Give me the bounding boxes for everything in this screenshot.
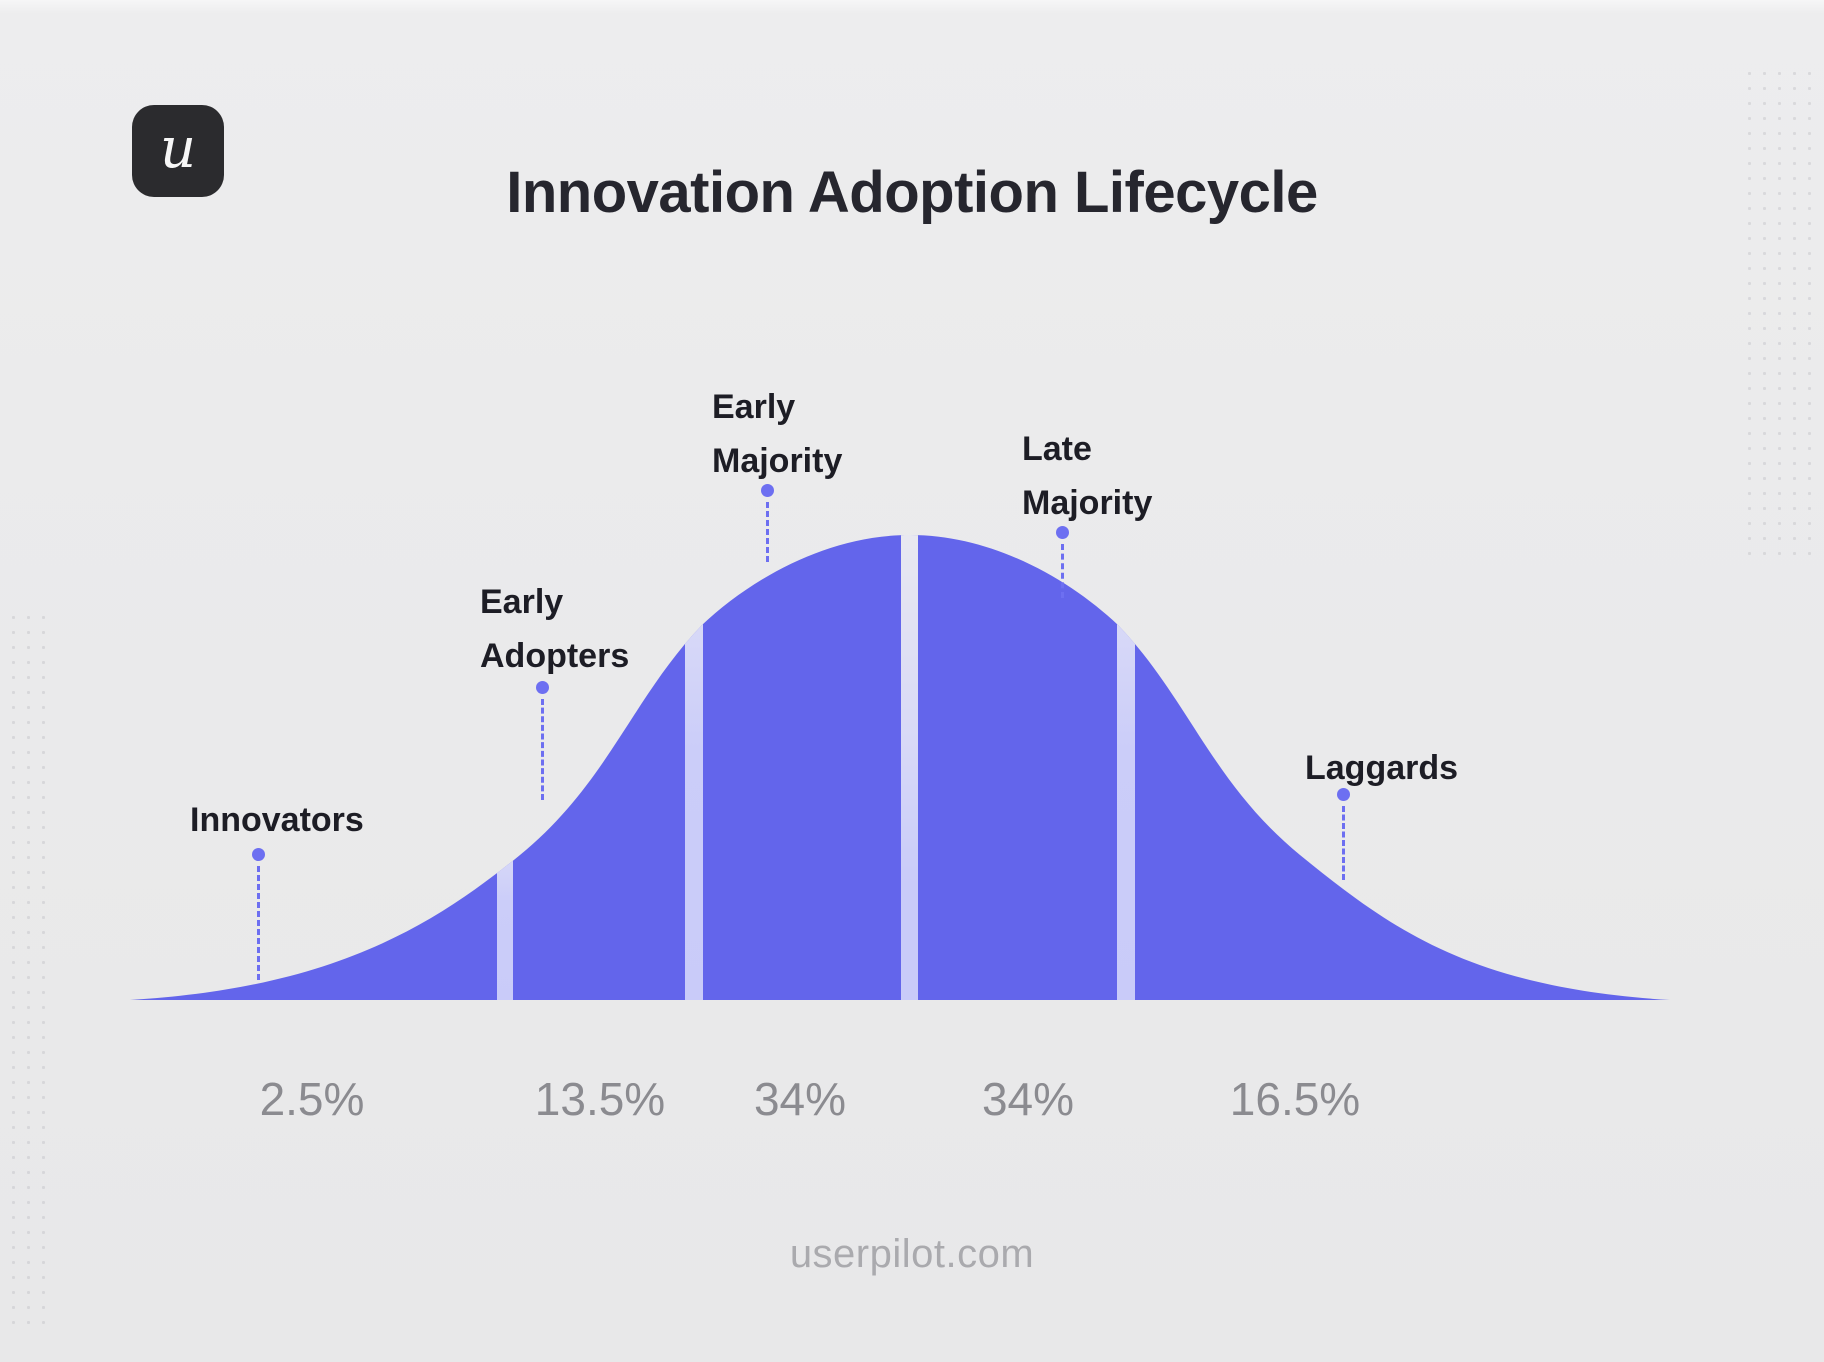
callout-dot-laggards [1337, 788, 1350, 801]
callout-dot-early-majority [761, 484, 774, 497]
dot-grid-decoration-right [1742, 66, 1820, 566]
page-title: Innovation Adoption Lifecycle [506, 159, 1318, 225]
label-laggards: Laggards [1305, 749, 1459, 787]
callout-line-early-majority [766, 502, 769, 562]
percent-early-majority: 34% [753, 1073, 847, 1125]
callout-dot-late-majority [1056, 526, 1069, 539]
userpilot-logo-glyph: u [159, 116, 197, 181]
footer-url: userpilot.com [789, 1232, 1035, 1276]
segment-divider-2 [685, 612, 703, 1000]
userpilot-logo: u [132, 105, 224, 197]
label-late-majority: Late Majority [1022, 430, 1153, 523]
percent-early-adopters: 13.5% [534, 1073, 666, 1125]
callout-dot-early-adopters [536, 681, 549, 694]
callout-line-late-majority [1061, 544, 1064, 598]
segment-divider-4 [1117, 612, 1135, 1000]
label-early-adopters: Early Adopters [480, 583, 630, 676]
callout-line-early-adopters [541, 699, 544, 800]
bell-curve-area [130, 535, 1670, 1000]
label-early-majority: Early Majority [712, 388, 843, 481]
callout-line-laggards [1342, 806, 1345, 880]
callout-line-innovators [257, 866, 260, 980]
label-innovators: Innovators [190, 801, 364, 839]
percent-laggards: 16.5% [1229, 1073, 1361, 1125]
callout-dot-innovators [252, 848, 265, 861]
percent-late-majority: 34% [981, 1073, 1075, 1125]
segment-divider-3 [901, 535, 918, 1000]
dot-grid-decoration-left [6, 610, 52, 1334]
percent-innovators: 2.5% [259, 1073, 365, 1125]
segment-divider-1 [497, 848, 513, 1000]
